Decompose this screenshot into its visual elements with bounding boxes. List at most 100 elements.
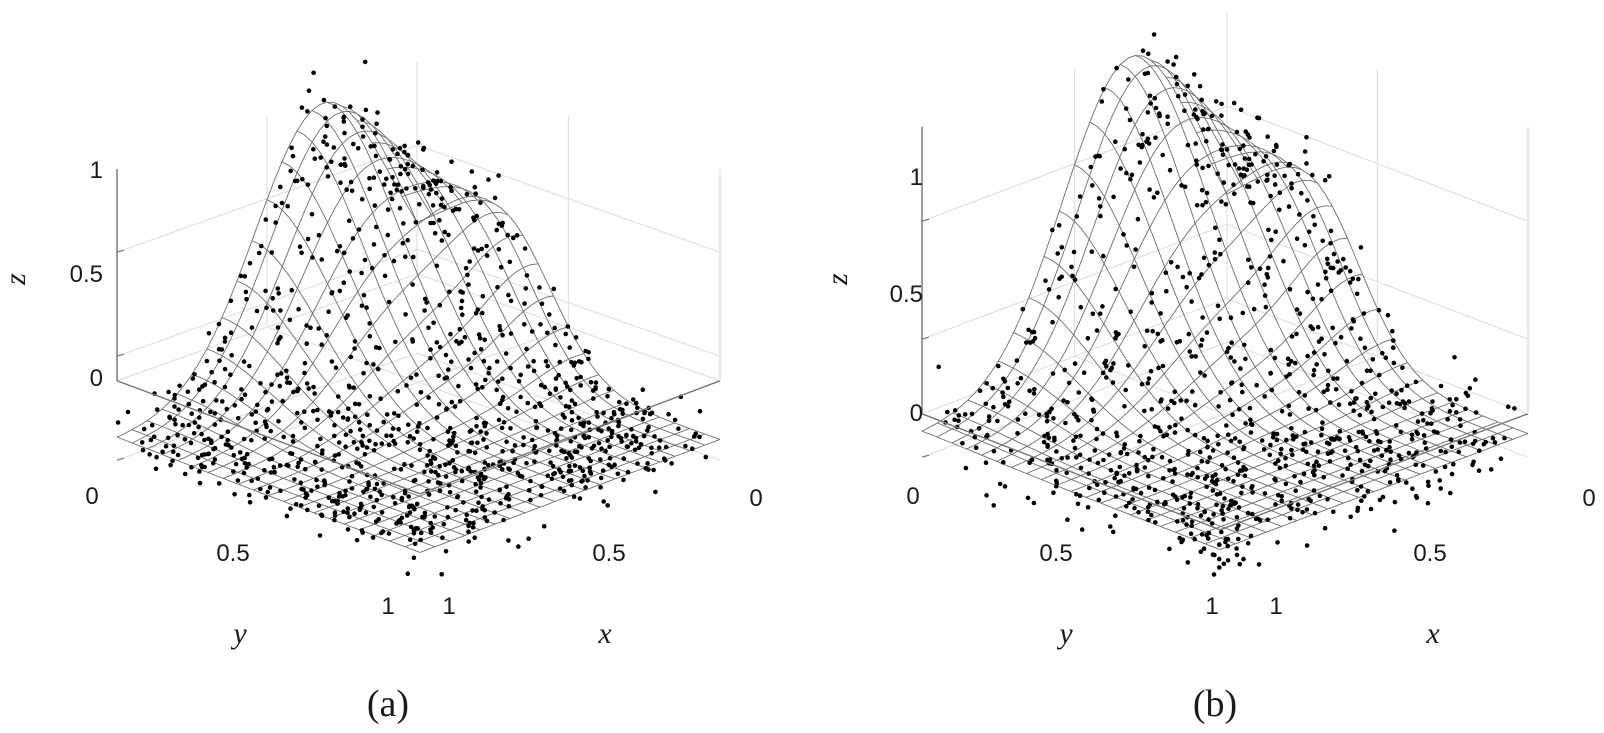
panel-b-data-point [1380,350,1385,356]
panel-a-data-point [264,408,270,413]
panel-a-data-point [382,182,387,187]
panel-a-data-point [239,456,245,462]
panel-b-data-point [1194,162,1200,167]
panel-b-data-point [1311,488,1317,493]
panel-b-data-point [1220,152,1226,157]
panel-b-data-point [1312,468,1317,473]
panel-a-data-point [337,244,343,249]
panel-b-data-point [1392,499,1398,505]
panel-a-floor-back-edge-0 [116,273,418,382]
panel-b-mesh-line-y-15 [1145,401,1453,522]
panel-b-data-point [1289,426,1294,431]
panel-b-data-point [1209,521,1215,526]
panel-a-data-point [336,452,342,457]
panel-a-data-point [202,437,207,443]
panel-a-data-point [524,273,530,278]
panel-a-data-point [390,175,395,180]
panel-b-data-point [1445,417,1450,422]
panel-a-data-point [636,445,642,451]
panel-b-data-point [1240,484,1245,489]
panel-b-data-point [1225,432,1231,438]
panel-b-data-point [1389,388,1394,393]
panel-a-data-point [448,184,453,190]
panel-b-data-point [984,381,989,386]
panel-a-data-point [302,360,308,366]
panel-b-data-point [1305,289,1310,295]
panel-a-data-point [479,494,484,500]
panel-b-data-point [1032,335,1038,341]
panel-b-data-point [1099,99,1105,104]
panel-b-data-point [1248,200,1253,205]
panel-a-data-point [347,514,352,520]
panel-a-data-point [151,434,157,440]
panel-b-data-point [1304,135,1309,140]
panel-a-data-point [209,440,214,446]
panel-a-data-point [500,467,505,472]
panel-b-data-point [1375,438,1381,444]
panel-b-data-point [1255,179,1261,184]
panel-a-data-point [496,247,502,252]
panel-b-data-point [1262,282,1267,288]
panel-b-data-point [1057,276,1062,282]
panel-a-data-point [319,467,325,472]
panel-a-data-point [244,451,250,457]
panel-b-data-point [1269,237,1274,243]
panel-b-data-point [1050,319,1055,325]
panel-b-data-point [1234,514,1240,520]
panel-b-data-point [1304,161,1309,166]
panel-b-data-point [1319,426,1325,432]
panel-b-data-point [1217,542,1222,547]
panel-b-data-point [1095,460,1101,466]
panel-a-x-axis-line [419,380,721,495]
panel-b-data-point [1430,408,1435,413]
panel-a-data-point [343,444,348,450]
panel-a-data-point [247,260,253,266]
panel-a-data-point [461,500,466,505]
panel-b-data-point [1172,389,1178,395]
panel-a-data-point [506,292,511,298]
panel-b-data-point [956,413,962,418]
panel-b-data-point [1185,560,1191,565]
panel-a-data-point [472,350,477,356]
panel-b-data-point [1146,485,1152,491]
panel-a-data-point [372,143,377,149]
panel-b-data-point [1150,328,1155,334]
panel-b-data-point [1283,463,1289,469]
panel-b-data-point [1049,406,1054,412]
panel-a-data-point [471,520,476,526]
panel-b-data-point [1308,440,1314,445]
panel-a-data-point [329,410,334,416]
panel-b-data-point [1467,386,1473,391]
panel-b-data-point [1045,442,1050,448]
panel-b-data-point [1335,376,1340,381]
panel-b-data-point [1144,328,1150,334]
panel-b-data-point [1129,172,1135,178]
panel-a-z-tick-mark-0 [116,457,125,461]
panel-b-data-point [1152,487,1158,493]
panel-b-data-point [1242,473,1248,479]
panel-a-data-point [275,286,281,291]
panel-a-data-point [359,440,364,445]
panel-a-data-point [343,432,349,438]
panel-a-data-point [396,426,401,432]
panel-b-data-point [1074,455,1079,460]
panel-b-data-point [1273,461,1278,466]
panel-b-data-point [1185,472,1190,477]
panel-b-data-point [1167,458,1173,464]
panel-a-data-point [428,458,433,464]
panel-a-data-point [269,382,274,387]
panel-a-data-point [588,380,594,385]
panel-b-data-point [1272,476,1277,482]
panel-b-data-point [1005,385,1011,391]
panel-a-data-point [567,345,572,350]
panel-a-data-point [249,437,254,443]
panel-a-data-point [483,377,488,383]
panel-b-data-point [995,418,1000,424]
panel-a-data-point [579,445,584,450]
panel-a-data-point [514,233,520,238]
panel-b-data-point [1387,444,1392,450]
panel-b-data-point [1112,475,1117,481]
panel-a-data-point [370,535,376,540]
panel-a-data-point [505,406,511,411]
panel-a-data-point [455,450,460,455]
